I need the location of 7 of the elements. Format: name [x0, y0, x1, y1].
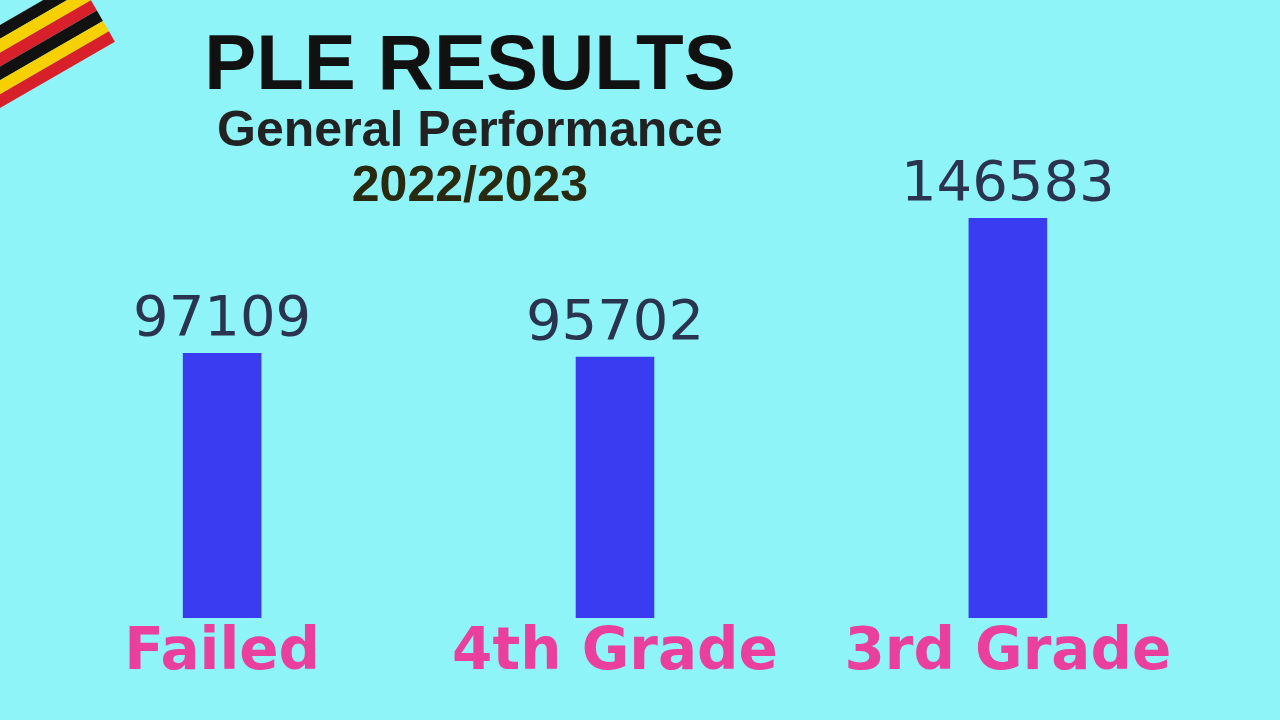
data-label: 97109	[133, 283, 312, 349]
text: 2022/2023	[350, 156, 590, 212]
x-tick-label: 3rd Grade	[844, 614, 1172, 683]
x-tick-label: 4th Grade	[452, 614, 778, 683]
x-tick-label: Failed	[124, 614, 321, 683]
data-label: 95702	[525, 286, 705, 352]
data-label: 146583	[900, 148, 1115, 213]
